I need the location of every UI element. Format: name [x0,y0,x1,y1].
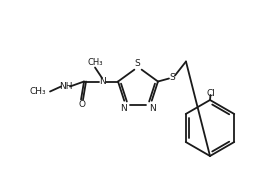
Text: CH₃: CH₃ [87,58,103,67]
Text: N: N [99,77,105,86]
Text: Cl: Cl [207,89,216,97]
Text: N: N [120,104,127,113]
Text: S: S [169,73,175,82]
Text: O: O [79,100,86,109]
Text: NH: NH [59,82,73,91]
Text: N: N [149,104,156,113]
Text: CH₃: CH₃ [29,87,46,96]
Text: S: S [134,58,140,67]
